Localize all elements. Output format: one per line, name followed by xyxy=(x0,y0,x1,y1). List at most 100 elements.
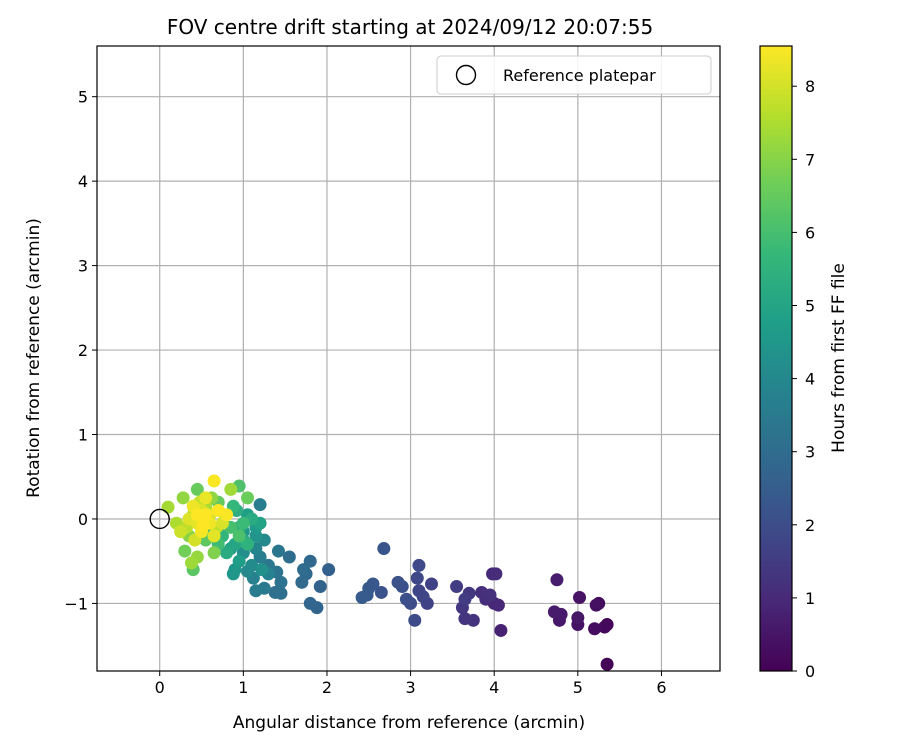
x-axis-label: Angular distance from reference (arcmin) xyxy=(233,713,585,733)
data-point xyxy=(391,575,405,589)
data-point xyxy=(190,508,204,522)
data-point xyxy=(174,525,188,539)
data-point xyxy=(249,584,263,598)
colorbar-tick-label: 5 xyxy=(805,297,815,316)
data-point xyxy=(571,611,585,625)
data-point xyxy=(377,542,391,556)
colorbar-tick-label: 4 xyxy=(805,370,815,389)
colorbar-tick-label: 8 xyxy=(805,77,815,96)
chart-title: FOV centre drift starting at 2024/09/12 … xyxy=(167,15,653,39)
data-point xyxy=(374,585,388,599)
data-point xyxy=(424,577,438,591)
data-point xyxy=(600,657,614,671)
colorbar-tick-label: 2 xyxy=(805,516,815,535)
y-axis-label: Rotation from reference (arcmin) xyxy=(24,218,44,498)
x-tick-label: 4 xyxy=(489,678,499,697)
data-point xyxy=(412,584,426,598)
data-point xyxy=(408,613,422,627)
reference-circle xyxy=(149,508,170,530)
colorbar-tick-label: 1 xyxy=(805,589,815,608)
data-point xyxy=(224,482,238,496)
data-point xyxy=(207,474,221,488)
data-point xyxy=(412,558,426,572)
data-point xyxy=(207,546,221,560)
data-point xyxy=(598,620,612,634)
x-tick-label: 3 xyxy=(405,678,415,697)
y-tick-label: 4 xyxy=(78,172,88,191)
data-point xyxy=(588,622,602,636)
y-axis-ticks: −1 0 1 2 3 4 5 xyxy=(64,88,97,613)
plot-frame xyxy=(96,45,721,672)
colorbar-gradient xyxy=(759,45,793,672)
reference-marker xyxy=(149,508,170,530)
data-point xyxy=(313,580,327,594)
y-tick-label: 0 xyxy=(78,510,88,529)
data-point xyxy=(491,598,505,612)
data-point xyxy=(190,482,204,496)
data-point xyxy=(220,546,234,560)
y-tick-label: 2 xyxy=(78,341,88,360)
data-point xyxy=(274,575,288,589)
data-point xyxy=(295,575,309,589)
colorbar-label: Hours from first FF file xyxy=(829,263,849,453)
data-point xyxy=(245,558,259,572)
data-point xyxy=(241,491,255,505)
x-axis-ticks: 0 1 2 3 4 5 6 xyxy=(155,671,667,697)
data-point xyxy=(282,550,296,564)
data-point xyxy=(255,563,269,577)
data-point xyxy=(573,591,587,605)
colorbar-tick-label: 7 xyxy=(805,150,815,169)
data-points xyxy=(161,474,614,671)
colorbar-tick-label: 0 xyxy=(805,662,815,681)
y-tick-label: 5 xyxy=(78,88,88,107)
data-point xyxy=(550,573,564,587)
data-point xyxy=(236,516,250,530)
data-point xyxy=(199,491,213,505)
data-point xyxy=(297,563,311,577)
data-point xyxy=(176,491,190,505)
colorbar-tick-label: 3 xyxy=(805,443,815,462)
data-point xyxy=(268,585,282,599)
legend-marker xyxy=(455,64,477,86)
colorbar-tick-label: 6 xyxy=(805,223,815,242)
data-point xyxy=(161,500,175,514)
data-point xyxy=(303,596,317,610)
data-point xyxy=(226,567,240,581)
data-point xyxy=(322,563,336,577)
data-point xyxy=(589,598,603,612)
data-point xyxy=(211,504,225,518)
data-point xyxy=(450,580,464,594)
colorbar: 0 1 2 3 4 5 6 7 8 Hours from first FF file xyxy=(759,45,849,681)
x-tick-label: 5 xyxy=(573,678,583,697)
data-point xyxy=(184,556,198,570)
y-tick-label: 1 xyxy=(78,426,88,445)
data-point xyxy=(232,554,246,568)
data-point xyxy=(489,567,503,581)
x-tick-label: 0 xyxy=(155,678,165,697)
data-point xyxy=(271,544,285,558)
legend: Reference platepar xyxy=(436,55,712,95)
x-tick-label: 1 xyxy=(238,678,248,697)
data-point xyxy=(458,592,472,606)
data-point xyxy=(483,588,497,602)
data-point xyxy=(494,623,508,637)
y-tick-label: −1 xyxy=(64,594,88,613)
data-point xyxy=(232,529,246,543)
data-point xyxy=(178,544,192,558)
data-point xyxy=(399,592,413,606)
data-point xyxy=(547,605,561,619)
data-point xyxy=(458,612,472,626)
data-point xyxy=(241,537,255,551)
y-tick-label: 3 xyxy=(78,257,88,276)
grid-lines xyxy=(97,46,720,671)
legend-box xyxy=(436,55,712,95)
data-point xyxy=(196,519,210,533)
legend-entry: Reference platepar xyxy=(503,66,656,85)
data-point xyxy=(410,571,424,585)
x-tick-label: 2 xyxy=(322,678,332,697)
data-point xyxy=(207,529,221,543)
x-tick-label: 6 xyxy=(656,678,666,697)
data-point xyxy=(355,591,369,605)
data-point xyxy=(253,498,267,512)
